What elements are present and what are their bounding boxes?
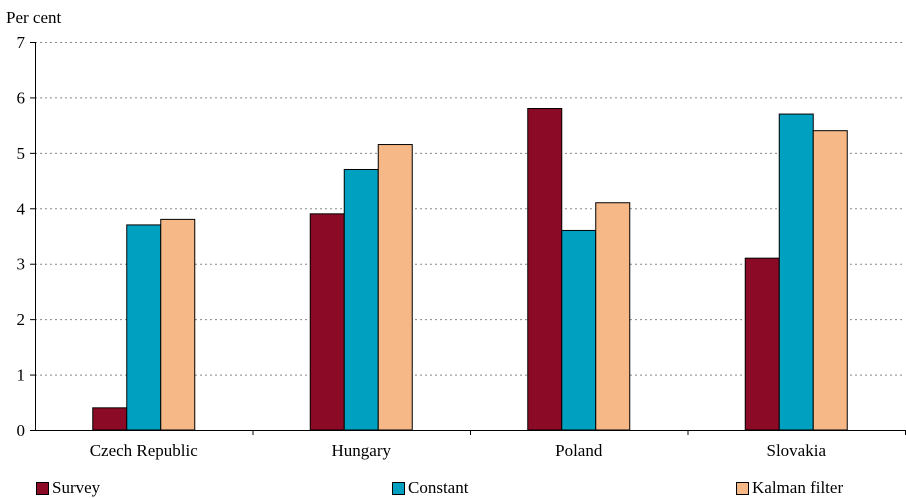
legend-swatch (36, 481, 49, 495)
bar-survey-slovakia (744, 257, 780, 431)
bar-chart: 0 1 2 3 4 5 6 7 Czech Republic Hungary Poland Slov… (17, 33, 906, 460)
legend-swatch (392, 481, 405, 495)
bar-constant-hungary (343, 168, 379, 431)
x-tick-label: Slovakia (767, 441, 827, 460)
y-tick-label: 7 (17, 33, 26, 52)
bar-survey-hungary (309, 213, 345, 431)
y-axis-label: Per cent (6, 8, 62, 27)
y-tick-labels: 0 1 2 3 4 5 6 7 (17, 33, 26, 440)
y-tick-label: 2 (17, 310, 26, 329)
bar-constant-poland (561, 229, 597, 431)
legend-item-survey: Survey (36, 478, 100, 498)
bars (92, 108, 848, 431)
x-tick-labels: Czech Republic Hungary Poland Slovakia (90, 441, 827, 460)
bar-constant-czech-republic (126, 224, 162, 431)
legend-swatch (736, 481, 749, 495)
y-tick-label: 6 (17, 88, 26, 107)
legend-label: Kalman filter (752, 478, 844, 497)
x-tick-label: Hungary (332, 441, 392, 460)
y-tick-label: 0 (17, 421, 26, 440)
bar-survey-poland (527, 108, 563, 431)
axes (30, 42, 906, 435)
y-tick-label: 1 (17, 366, 26, 385)
bar-kalman-filter-poland (595, 202, 631, 431)
legend-item-constant: Constant (392, 478, 468, 498)
bar-kalman-filter-czech-republic (160, 218, 196, 431)
x-tick-label: Czech Republic (90, 441, 199, 460)
bar-kalman-filter-slovakia (812, 130, 848, 431)
bar-survey-czech-republic (92, 407, 128, 431)
y-tick-label: 5 (17, 144, 26, 163)
x-tick-label: Poland (555, 441, 603, 460)
y-tick-label: 3 (17, 255, 26, 274)
legend-label: Constant (408, 478, 469, 497)
bar-kalman-filter-hungary (377, 144, 413, 431)
legend-label: Survey (52, 478, 101, 497)
bar-constant-slovakia (778, 113, 814, 431)
y-tick-label: 4 (17, 199, 26, 218)
legend-item-kalman-filter: Kalman filter (736, 478, 843, 498)
